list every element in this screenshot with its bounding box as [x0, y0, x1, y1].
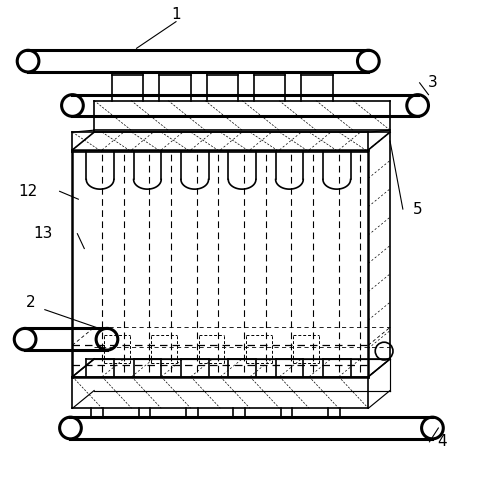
- Text: 13: 13: [33, 226, 53, 241]
- Text: 2: 2: [26, 295, 36, 310]
- Text: 4: 4: [437, 434, 447, 449]
- Text: 1: 1: [171, 7, 181, 21]
- Text: 5: 5: [413, 202, 422, 217]
- Text: 12: 12: [19, 184, 38, 199]
- Text: 3: 3: [428, 75, 437, 90]
